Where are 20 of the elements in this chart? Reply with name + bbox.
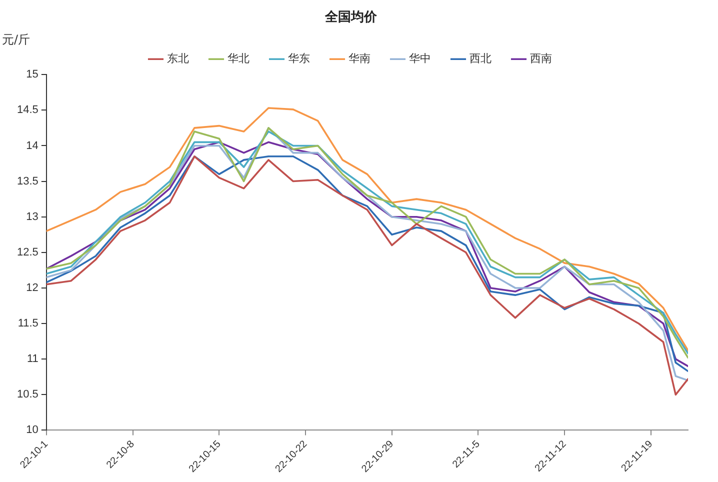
y-tick-label: 14 bbox=[26, 140, 38, 152]
y-tick-label: 11.5 bbox=[18, 318, 38, 330]
y-tick-label: 14.5 bbox=[16, 104, 38, 116]
legend-label: 华南 bbox=[348, 52, 370, 65]
y-tick-label: 10.5 bbox=[16, 388, 38, 401]
y-tick-label: 13.5 bbox=[16, 175, 38, 188]
y-tick-label: 10 bbox=[26, 424, 38, 436]
y-axis-title: 元/斤 bbox=[2, 32, 30, 47]
y-tick-label: 11 bbox=[26, 353, 38, 366]
legend-label: 西北 bbox=[469, 52, 492, 65]
legend-label: 华东 bbox=[288, 52, 310, 65]
chart-title: 全国均价 bbox=[324, 10, 378, 26]
legend-label: 西南 bbox=[530, 52, 552, 65]
y-tick-label: 13 bbox=[26, 210, 38, 223]
y-tick-label: 12 bbox=[26, 282, 38, 294]
legend-label: 东北 bbox=[166, 52, 189, 65]
y-tick-label: 12.5 bbox=[16, 246, 38, 258]
legend-label: 华北 bbox=[227, 52, 250, 65]
legend-label: 华中 bbox=[408, 52, 431, 65]
y-tick-label: 15 bbox=[26, 68, 38, 81]
